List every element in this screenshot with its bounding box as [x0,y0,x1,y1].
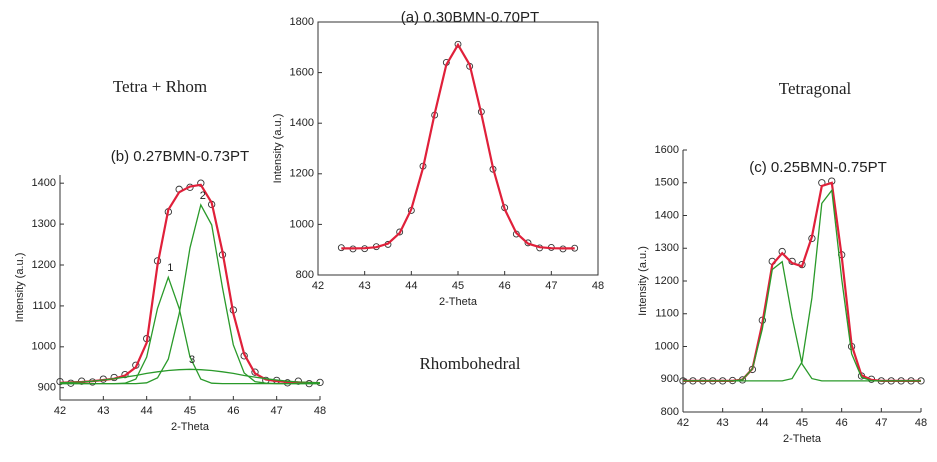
x-tick-label: 47 [545,280,557,292]
fit-line [60,203,320,385]
x-tick-label: 48 [915,417,927,429]
x-tick-label: 44 [141,405,153,417]
y-tick-label: 900 [38,382,56,394]
x-tick-label: 46 [836,417,848,429]
chart-title: (b) 0.27BMN-0.73PT [111,148,249,165]
peak-label: 3 [189,354,195,366]
peak-label: 2 [200,190,206,202]
x-axis-label: 2-Theta [171,421,210,433]
y-tick-label: 1400 [290,117,314,129]
phase-label: Rhombohedral [419,354,520,373]
y-tick-label: 1000 [655,340,679,352]
panel: (a) 0.30BMN-0.70PT Rhombohedral 800 1000 120… [272,9,604,373]
panel: (c) 0.25BMN-0.75PT Tetragonal 800 900 1000 11… [637,79,927,445]
x-tick-label: 48 [314,405,326,417]
data-point [524,239,532,247]
y-tick-label: 1400 [32,177,56,189]
phase-label: Tetra + Rhom [113,77,207,96]
x-tick-label: 45 [452,280,464,292]
y-tick-label: 800 [661,406,679,418]
x-tick-label: 47 [271,405,283,417]
chart-title: (c) 0.25BMN-0.75PT [749,159,887,176]
y-tick-label: 1200 [655,275,679,287]
y-tick-label: 1000 [290,218,314,230]
peak-label: 1 [167,262,173,274]
x-tick-label: 43 [359,280,371,292]
x-tick-label: 45 [184,405,196,417]
x-tick-label: 48 [592,280,604,292]
plot-frame [317,21,599,276]
x-tick-label: 43 [717,417,729,429]
y-tick-label: 1300 [655,242,679,254]
y-tick-label: 1600 [655,144,679,156]
data-point [121,370,129,379]
x-axis-label: 2-Theta [783,433,822,445]
x-tick-label: 44 [756,417,768,429]
y-tick-label: 900 [661,373,679,385]
fit-line [683,188,921,382]
data-point [251,368,259,376]
phase-label: Tetragonal [779,79,852,98]
x-tick-label: 45 [796,417,808,429]
fit-line [341,42,575,250]
y-tick-label: 800 [296,269,314,281]
data-point [454,40,462,48]
data-point [396,228,404,236]
y-tick-label: 1400 [655,209,679,221]
x-tick-label: 42 [677,417,689,429]
y-tick-label: 1800 [290,16,314,28]
x-tick-label: 42 [54,405,66,417]
y-axis-label: Intensity (a.u.) [272,114,284,184]
y-axis-label: Intensity (a.u.) [637,246,649,316]
x-tick-label: 46 [499,280,511,292]
y-tick-label: 1600 [290,67,314,79]
y-axis-label: Intensity (a.u.) [14,253,26,323]
fit-line [59,368,321,384]
y-tick-label: 1100 [32,300,56,312]
x-tick-label: 46 [227,405,239,417]
y-tick-label: 1100 [655,308,679,320]
y-tick-label: 1500 [655,177,679,189]
x-axis-label: 2-Theta [439,296,478,308]
y-tick-label: 1300 [32,218,56,230]
y-tick-label: 1200 [32,259,56,271]
x-tick-label: 43 [97,405,109,417]
fit-line [60,275,320,385]
y-tick-label: 1000 [32,341,56,353]
chart-title: (a) 0.30BMN-0.70PT [401,9,539,26]
x-tick-label: 44 [405,280,417,292]
y-tick-label: 1200 [290,168,314,180]
x-tick-label: 47 [875,417,887,429]
x-tick-label: 42 [312,280,324,292]
fit-line [683,181,921,382]
